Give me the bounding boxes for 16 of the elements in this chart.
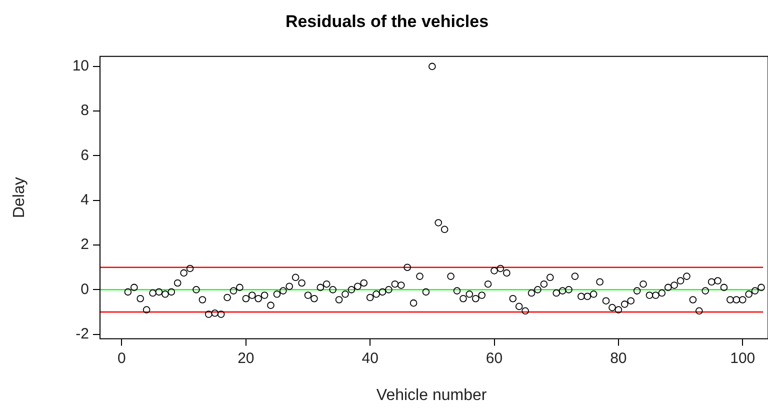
- y-tick-label: 4: [80, 192, 89, 209]
- y-tick-label: 2: [80, 236, 89, 254]
- x-tick-label: 20: [238, 350, 254, 367]
- x-tick-label: 0: [118, 350, 126, 367]
- x-tick-label: 40: [362, 350, 378, 367]
- x-axis-title: Vehicle number: [376, 386, 488, 404]
- y-tick-label: 8: [80, 102, 89, 120]
- y-tick-label: 6: [80, 146, 89, 164]
- y-axis-title: Delay: [11, 177, 28, 218]
- y-tick-label: -2: [76, 325, 89, 342]
- x-tick-label: 80: [610, 350, 627, 367]
- y-tick-label: 0: [80, 280, 89, 298]
- x-tick-label: 60: [486, 350, 503, 367]
- x-tick-label: 100: [730, 350, 756, 367]
- y-tick-label: 10: [72, 58, 89, 75]
- chart-title: Residuals of the vehicles: [285, 12, 489, 31]
